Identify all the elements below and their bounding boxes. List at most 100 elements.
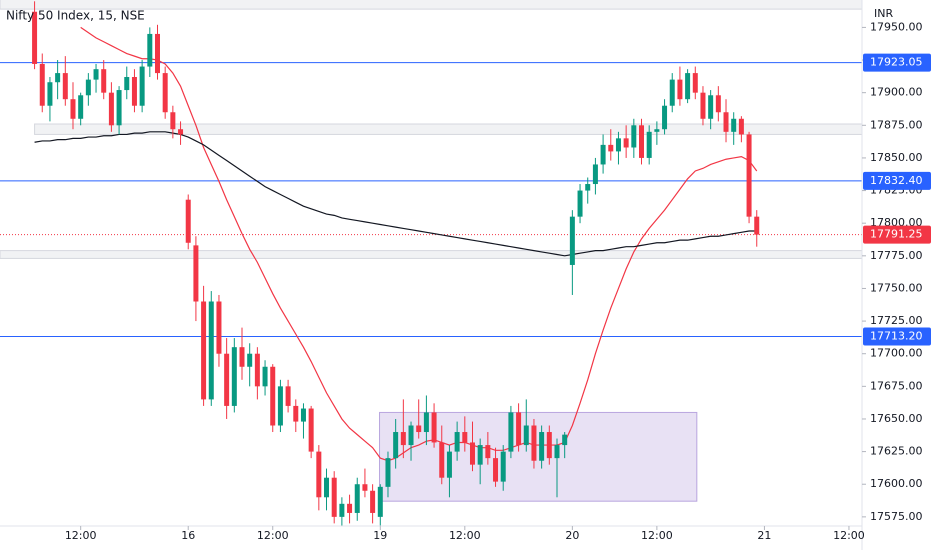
candle-body [308, 408, 314, 452]
candle-body [185, 199, 191, 243]
level-label-box [863, 327, 931, 346]
candle-body [239, 347, 245, 367]
candle-body [39, 63, 45, 106]
candle-body [247, 353, 253, 367]
candle-body [577, 190, 583, 217]
candle-body [170, 112, 176, 130]
candle-body [738, 118, 744, 135]
candle-body [101, 69, 107, 93]
candle-body [754, 216, 760, 235]
candle-body [108, 92, 114, 126]
candle-body [439, 442, 445, 478]
candle-body [377, 486, 383, 517]
candle-body [370, 490, 376, 513]
level-label: 17713.20 [870, 329, 923, 342]
x-tick-label: 12:00 [65, 529, 97, 542]
candle-body [746, 134, 752, 217]
candle-body [347, 503, 353, 513]
candle-body [454, 432, 460, 452]
candle-body [669, 79, 675, 106]
currency: INR [874, 7, 893, 20]
candle-body [677, 79, 683, 100]
candle-body [62, 73, 68, 100]
candle-body [139, 66, 145, 106]
candle-body [531, 425, 537, 461]
candle-body [592, 164, 598, 185]
level-label-box [863, 171, 931, 190]
candle-body [93, 69, 99, 80]
moving-average [34, 131, 757, 257]
level-label: 17923.05 [870, 56, 923, 69]
candle-body [124, 77, 130, 91]
candle-body [569, 216, 575, 265]
candle-body [385, 458, 391, 487]
candle-body [254, 353, 260, 387]
candle-body [55, 73, 61, 83]
candle-body [662, 105, 668, 130]
y-tick-label: 17775.00 [870, 249, 923, 262]
chart-title: Nifty 50 Index, 15, NSE [6, 9, 145, 23]
candle-body [500, 451, 506, 482]
candle-body [178, 129, 184, 135]
candle-body [523, 425, 529, 446]
y-tick-label: 17600.00 [870, 477, 923, 490]
candle-body [354, 484, 360, 513]
candle-body [208, 301, 214, 400]
candle-body [692, 73, 698, 93]
candle-body [116, 90, 122, 126]
candle-body [400, 432, 406, 446]
candle-body [393, 432, 399, 459]
candle-body [416, 425, 422, 433]
level-label-box [863, 225, 931, 244]
x-tick-label: 12:00 [833, 529, 865, 542]
candle-body [431, 412, 437, 443]
candle-body [231, 347, 237, 406]
candle-body [324, 477, 330, 498]
x-tick-label: 19 [373, 529, 387, 542]
candle-body [623, 138, 629, 148]
candle-body [32, 11, 38, 64]
candle-body [715, 95, 721, 113]
candle-body [723, 112, 729, 132]
level-label: 17791.25 [870, 228, 923, 241]
y-tick-label: 17700.00 [870, 347, 923, 360]
candle-body [685, 73, 691, 100]
candle-body [731, 118, 737, 132]
candle-body [193, 245, 199, 302]
candle-body [362, 484, 368, 491]
level-label: 17832.40 [870, 174, 923, 187]
candle-body [147, 33, 153, 67]
y-tick-label: 17625.00 [870, 445, 923, 458]
y-tick-label: 17650.00 [870, 412, 923, 425]
moving-average [80, 26, 758, 462]
candle-body [485, 445, 491, 459]
candle-body [539, 432, 545, 461]
candle-body [300, 408, 306, 422]
y-tick-label: 17950.00 [870, 20, 923, 33]
candle-body [277, 386, 283, 426]
axes: 17575.00 17600.00 17625.00 17650.00 17675.00… [65, 20, 931, 542]
candle-body [262, 366, 268, 387]
candle-body [631, 125, 637, 148]
candle-body [224, 353, 230, 406]
candle-body [493, 458, 499, 482]
candle-body [585, 184, 591, 191]
x-tick-label: 12:00 [257, 529, 289, 542]
candle-body [639, 125, 645, 158]
candle-body [285, 386, 291, 406]
candle-body [608, 144, 614, 152]
candle-body [216, 301, 222, 354]
y-tick-label: 17875.00 [870, 118, 923, 131]
x-tick-label: 16 [181, 529, 195, 542]
candle-body [339, 503, 345, 517]
y-tick-label: 17675.00 [870, 379, 923, 392]
candle-body [47, 82, 53, 106]
plot-area [0, 0, 862, 526]
candle-body [469, 442, 475, 465]
candle-body [270, 366, 276, 426]
candle-body [78, 95, 84, 119]
y-tick-label: 17725.00 [870, 314, 923, 327]
candle-body [154, 33, 160, 74]
candle-body [562, 434, 568, 446]
